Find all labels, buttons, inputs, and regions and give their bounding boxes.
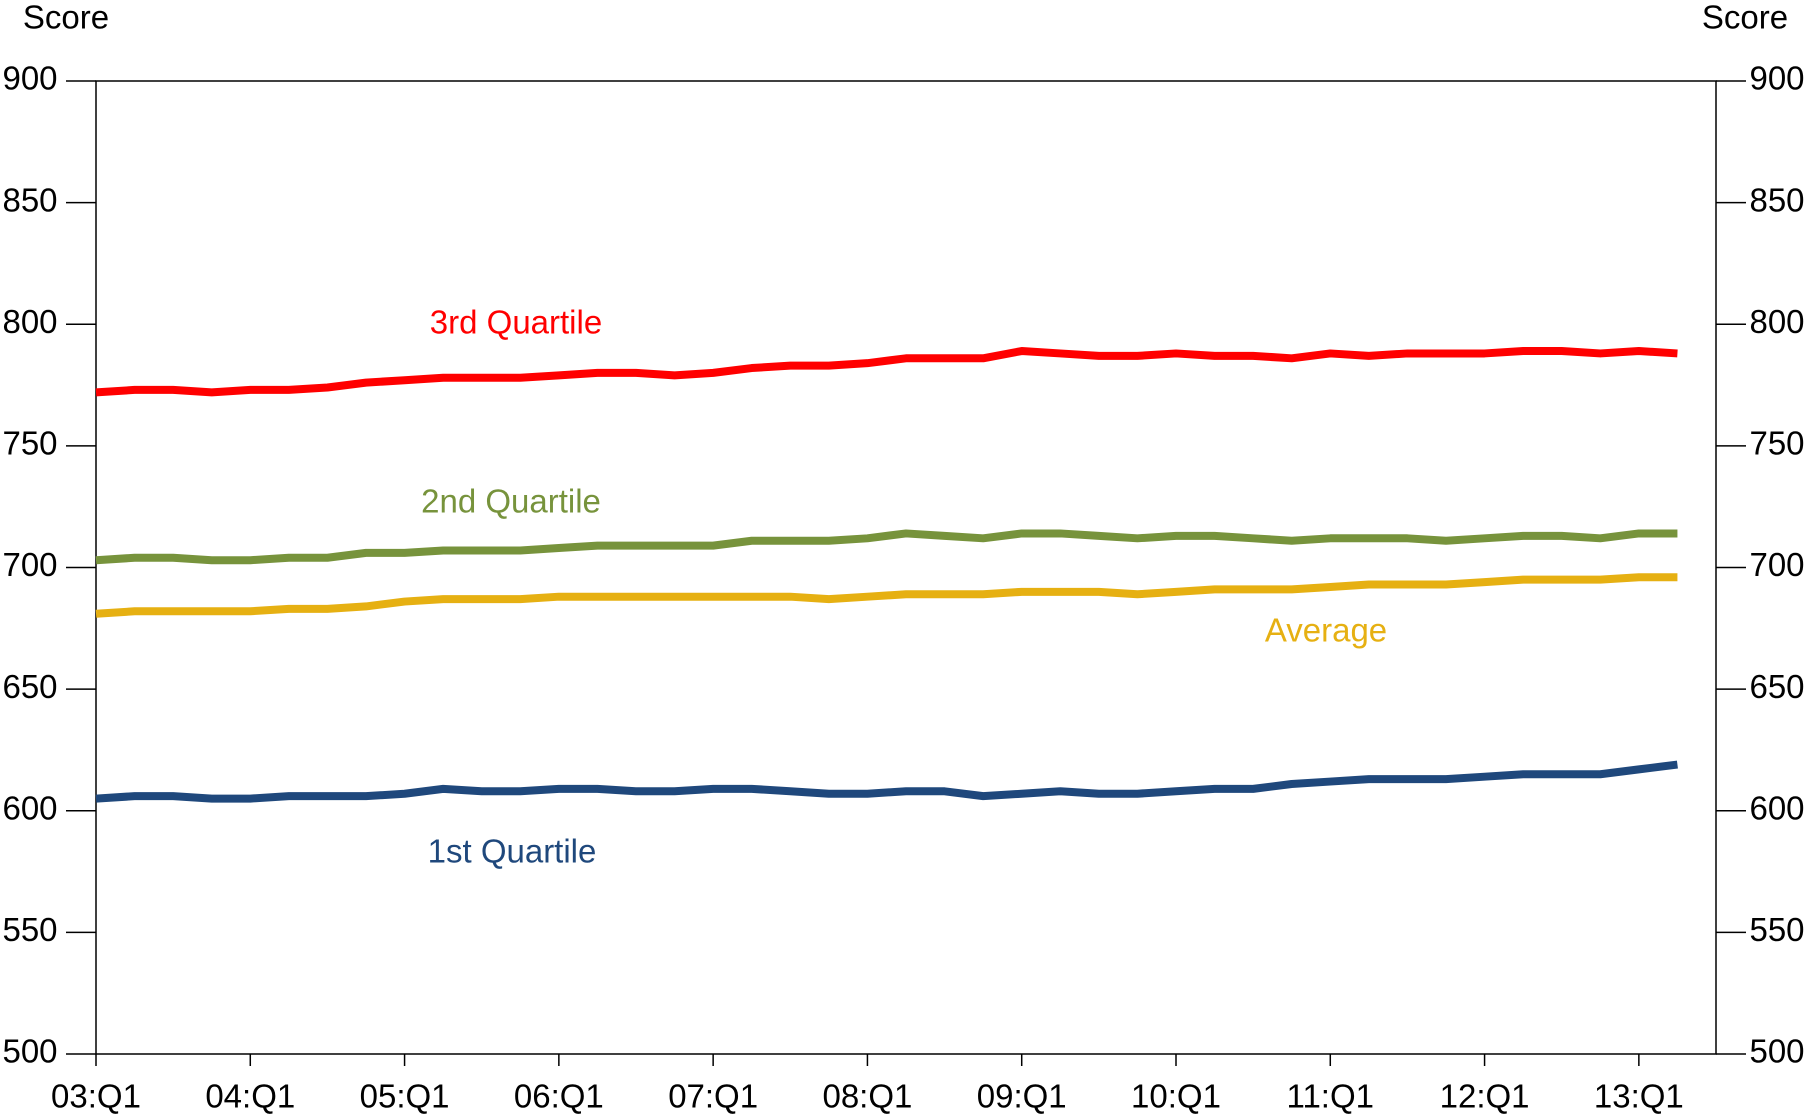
y2-tick-label: 600 [1749,789,1804,826]
x-tick-label: 05:Q1 [360,1078,450,1115]
y2-tick-label: 750 [1749,425,1804,462]
y-tick-label: 850 [2,181,57,218]
x-tick-label: 08:Q1 [822,1078,912,1115]
plot-frame [95,80,1717,1055]
y2-tick-label: 500 [1749,1033,1804,1070]
series-label: 1st Quartile [428,833,597,870]
y-tick-label: 550 [2,911,57,948]
y-tick-label: 900 [2,60,57,97]
y-axis-label: Score [23,0,109,36]
series-line [95,760,1678,803]
series-line [95,529,1678,565]
x-tick-label: 11:Q1 [1287,1078,1374,1115]
x-tick-label: 09:Q1 [977,1078,1067,1115]
y2-tick-label: 900 [1749,60,1804,97]
x-tick-label: 10:Q1 [1131,1078,1221,1115]
x-tick-label: 13:Q1 [1594,1078,1684,1115]
x-tick-label: 04:Q1 [205,1078,295,1115]
y-tick-label: 650 [2,668,57,705]
x-tick-label: 06:Q1 [514,1078,604,1115]
y-tick-label: 750 [2,425,57,462]
y-tick-label: 500 [2,1033,57,1070]
y2-axis-label: Score [1702,0,1788,36]
series-label: 2nd Quartile [421,483,601,520]
series-line [95,573,1678,618]
y2-tick-label: 550 [1749,911,1804,948]
x-tick-label: 12:Q1 [1440,1078,1530,1115]
y-tick-label: 700 [2,546,57,583]
series-label: 3rd Quartile [430,304,602,341]
y2-tick-label: 850 [1749,181,1804,218]
y-tick-label: 800 [2,303,57,340]
series-line [95,347,1678,397]
y2-tick-label: 650 [1749,668,1804,705]
x-tick-label: 03:Q1 [51,1078,141,1115]
y2-tick-label: 700 [1749,546,1804,583]
series-label: Average [1265,612,1387,649]
y-tick-label: 600 [2,789,57,826]
x-tick-label: 07:Q1 [668,1078,758,1115]
y2-tick-label: 800 [1749,303,1804,340]
